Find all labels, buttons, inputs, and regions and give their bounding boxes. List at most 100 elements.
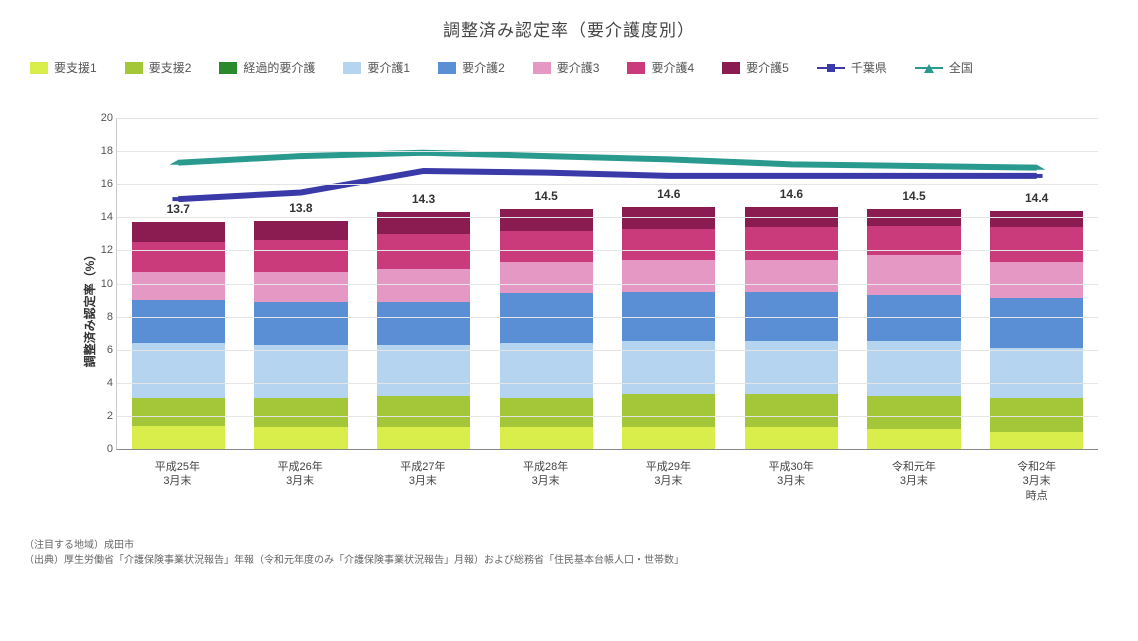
bar-segment-s2: [745, 394, 838, 427]
legend-label: 千葉県: [851, 59, 887, 76]
bar-segment-s5: [377, 302, 470, 345]
legend-item-s7: 要介護4: [627, 59, 694, 76]
legend-item-s1: 要支援1: [30, 59, 97, 76]
legend-label: 要支援1: [54, 59, 97, 76]
legend-swatch: [219, 62, 237, 74]
bar-segment-s2: [622, 394, 715, 427]
bar-segment-s8: [377, 212, 470, 234]
legend-label: 要介護4: [651, 59, 694, 76]
bar-total-label: 13.8: [240, 201, 363, 215]
legend-label: 要介護2: [462, 59, 505, 76]
gridline: [117, 383, 1098, 384]
y-tick-label: 4: [87, 377, 113, 389]
gridline: [117, 317, 1098, 318]
legend-swatch: [915, 62, 943, 74]
stacked-bar: [622, 207, 715, 449]
bar-segment-s2: [377, 396, 470, 427]
bar-total-label: 14.3: [362, 192, 485, 206]
legend-label: 全国: [949, 59, 973, 76]
bar-segment-s5: [500, 293, 593, 343]
legend-label: 要介護5: [746, 59, 789, 76]
x-tick-label: 平成28年 3月末: [484, 454, 607, 498]
gridline: [117, 217, 1098, 218]
y-tick-label: 6: [87, 344, 113, 356]
y-tick-label: 0: [87, 443, 113, 455]
x-tick-label: 平成25年 3月末: [116, 454, 239, 498]
bar-segment-s4: [254, 345, 347, 398]
bar-segment-s7: [622, 229, 715, 260]
bar-segment-s4: [132, 343, 225, 398]
gridline: [117, 416, 1098, 417]
bar-segment-s8: [500, 209, 593, 231]
y-tick-label: 18: [87, 145, 113, 157]
bar-segment-s5: [254, 302, 347, 345]
bar-segment-s7: [254, 240, 347, 271]
legend-item-s8: 要介護5: [722, 59, 789, 76]
legend-swatch: [343, 62, 361, 74]
y-tick-label: 14: [87, 211, 113, 223]
chart-title: 調整済み認定率（要介護度別）: [24, 16, 1114, 41]
legend: 要支援1要支援2経過的要介護要介護1要介護2要介護3要介護4要介護5千葉県全国: [30, 59, 1114, 76]
x-tick-label: 令和元年 3月末: [853, 454, 976, 498]
bar-total-label: 14.6: [730, 187, 853, 201]
bar-segment-s7: [500, 231, 593, 262]
x-tick-label: 平成30年 3月末: [730, 454, 853, 498]
bar-segment-s1: [377, 427, 470, 449]
bar-segment-s1: [990, 432, 1083, 449]
stacked-bar: [254, 221, 347, 449]
stacked-bar: [500, 209, 593, 449]
bar-segment-s1: [867, 429, 960, 449]
bar-segment-s6: [990, 262, 1083, 298]
bar-total-label: 14.5: [853, 189, 976, 203]
y-tick-label: 12: [87, 244, 113, 256]
bar-segment-s5: [867, 295, 960, 341]
gridline: [117, 284, 1098, 285]
legend-swatch: [627, 62, 645, 74]
bar-segment-s1: [500, 427, 593, 449]
bar-segment-s7: [990, 227, 1083, 262]
legend-label: 要介護1: [367, 59, 410, 76]
bar-segment-s6: [867, 255, 960, 295]
bar-segment-s6: [377, 269, 470, 302]
bar-segment-s2: [132, 398, 225, 426]
legend-swatch: [438, 62, 456, 74]
bar-segment-s1: [254, 427, 347, 449]
gridline: [117, 184, 1098, 185]
gridline: [117, 118, 1098, 119]
legend-item-s6: 要介護3: [533, 59, 600, 76]
plot-area: 13.713.814.314.514.614.614.514.4 0246810…: [116, 118, 1098, 450]
bar-total-label: 14.5: [485, 189, 608, 203]
x-axis-labels: 平成25年 3月末平成26年 3月末平成27年 3月末平成28年 3月末平成29…: [116, 454, 1098, 498]
y-tick-label: 8: [87, 311, 113, 323]
bar-total-label: 14.4: [975, 191, 1098, 205]
legend-item-s4: 要介護1: [343, 59, 410, 76]
bar-segment-s1: [622, 427, 715, 449]
legend-swatch: [30, 62, 48, 74]
legend-item-s5: 要介護2: [438, 59, 505, 76]
legend-item-chiba: 千葉県: [817, 59, 887, 76]
bar-segment-s4: [990, 348, 1083, 398]
footnote-line: （注目する地域）成田市: [24, 538, 1114, 553]
gridline: [117, 250, 1098, 251]
bar-segment-s4: [500, 343, 593, 398]
bar-segment-s6: [254, 272, 347, 302]
stacked-bar: [745, 207, 838, 449]
x-tick-label: 平成26年 3月末: [239, 454, 362, 498]
bar-segment-s5: [990, 298, 1083, 348]
x-tick-label: 令和2年 3月末 時点: [975, 454, 1098, 498]
bar-segment-s6: [500, 262, 593, 293]
legend-swatch: [722, 62, 740, 74]
bar-segment-s1: [745, 427, 838, 449]
legend-swatch: [125, 62, 143, 74]
x-tick-label: 平成27年 3月末: [362, 454, 485, 498]
legend-item-s3: 経過的要介護: [219, 59, 315, 76]
bar-segment-s6: [622, 260, 715, 291]
legend-item-zenkoku: 全国: [915, 59, 973, 76]
y-tick-label: 16: [87, 178, 113, 190]
x-tick-label: 平成29年 3月末: [607, 454, 730, 498]
gridline: [117, 350, 1098, 351]
legend-swatch: [533, 62, 551, 74]
bar-segment-s5: [132, 300, 225, 343]
footnote-line: （出典）厚生労働省「介護保険事業状況報告」年報（令和元年度のみ「介護保険事業状況…: [24, 553, 1114, 568]
y-tick-label: 10: [87, 278, 113, 290]
